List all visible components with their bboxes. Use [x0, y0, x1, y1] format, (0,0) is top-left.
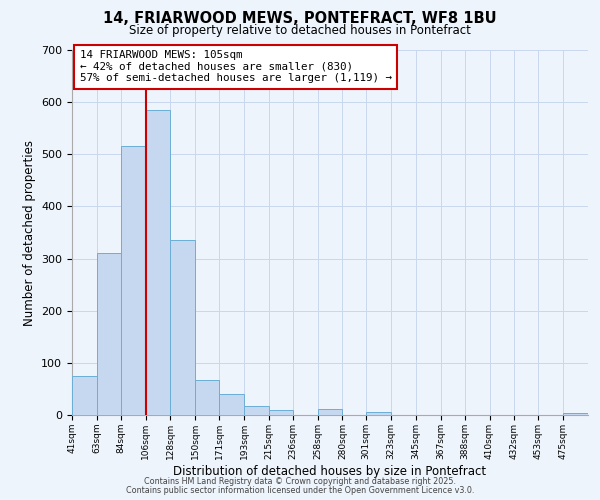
Text: 14 FRIARWOOD MEWS: 105sqm
← 42% of detached houses are smaller (830)
57% of semi: 14 FRIARWOOD MEWS: 105sqm ← 42% of detac…	[80, 50, 392, 83]
Bar	[146, 110, 170, 415]
Y-axis label: Number of detached properties: Number of detached properties	[23, 140, 35, 326]
Text: Contains public sector information licensed under the Open Government Licence v3: Contains public sector information licen…	[126, 486, 474, 495]
Bar	[97, 254, 121, 415]
Text: Contains HM Land Registry data © Crown copyright and database right 2025.: Contains HM Land Registry data © Crown c…	[144, 477, 456, 486]
Text: 14, FRIARWOOD MEWS, PONTEFRACT, WF8 1BU: 14, FRIARWOOD MEWS, PONTEFRACT, WF8 1BU	[103, 11, 497, 26]
X-axis label: Distribution of detached houses by size in Pontefract: Distribution of detached houses by size …	[173, 464, 487, 477]
Text: Size of property relative to detached houses in Pontefract: Size of property relative to detached ho…	[129, 24, 471, 37]
Bar	[219, 394, 244, 415]
Bar	[170, 240, 196, 415]
Bar	[196, 380, 219, 415]
Bar	[317, 408, 343, 415]
Bar	[121, 146, 146, 415]
Bar	[269, 410, 293, 415]
Bar	[72, 376, 97, 415]
Bar	[366, 412, 391, 415]
Bar	[244, 406, 269, 415]
Bar	[563, 414, 588, 415]
